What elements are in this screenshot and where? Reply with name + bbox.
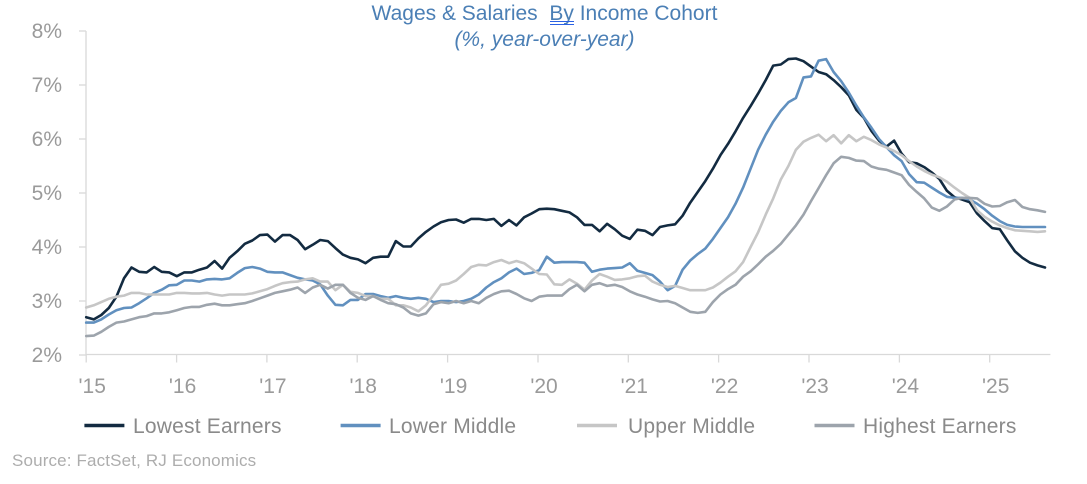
svg-text:3%: 3%	[32, 290, 62, 313]
svg-text:'19: '19	[440, 375, 467, 398]
svg-text:Lowest Earners: Lowest Earners	[133, 415, 282, 438]
svg-text:'15: '15	[79, 375, 106, 398]
svg-text:'22: '22	[711, 375, 738, 398]
svg-text:Highest Earners: Highest Earners	[863, 415, 1017, 438]
svg-text:Source: FactSet, RJ Economics: Source: FactSet, RJ Economics	[12, 451, 256, 470]
svg-text:6%: 6%	[32, 128, 62, 151]
svg-text:2%: 2%	[32, 344, 62, 367]
svg-text:Upper Middle: Upper Middle	[628, 415, 755, 438]
svg-text:'23: '23	[801, 375, 828, 398]
svg-text:'18: '18	[350, 375, 377, 398]
svg-text:'17: '17	[259, 375, 286, 398]
svg-text:'21: '21	[621, 375, 648, 398]
svg-text:'24: '24	[892, 375, 920, 398]
svg-text:7%: 7%	[32, 74, 62, 97]
svg-text:5%: 5%	[32, 182, 62, 205]
svg-text:'16: '16	[169, 375, 196, 398]
svg-text:8%: 8%	[32, 20, 62, 43]
svg-text:4%: 4%	[32, 236, 62, 259]
svg-text:'20: '20	[530, 375, 557, 398]
svg-text:Lower Middle: Lower Middle	[389, 415, 516, 438]
svg-text:'25: '25	[982, 375, 1009, 398]
